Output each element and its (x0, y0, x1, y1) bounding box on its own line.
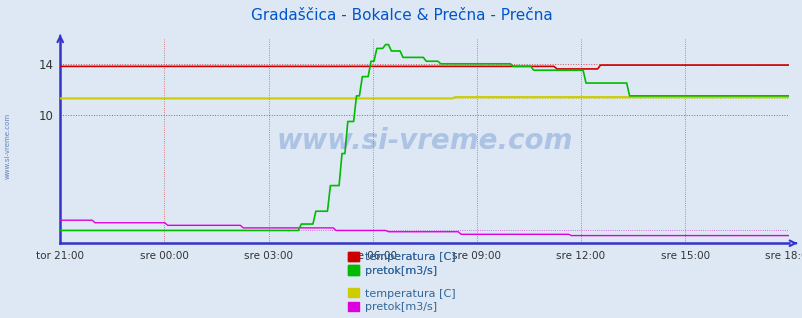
Text: www.si-vreme.com: www.si-vreme.com (276, 127, 573, 155)
Legend: temperatura [C], pretok[m3/s]: temperatura [C], pretok[m3/s] (347, 288, 455, 313)
Text: www.si-vreme.com: www.si-vreme.com (5, 113, 11, 179)
Legend: temperatura [C], pretok[m3/s]: temperatura [C], pretok[m3/s] (347, 252, 455, 276)
Text: Gradaščica - Bokalce & Prečna - Prečna: Gradaščica - Bokalce & Prečna - Prečna (250, 8, 552, 23)
